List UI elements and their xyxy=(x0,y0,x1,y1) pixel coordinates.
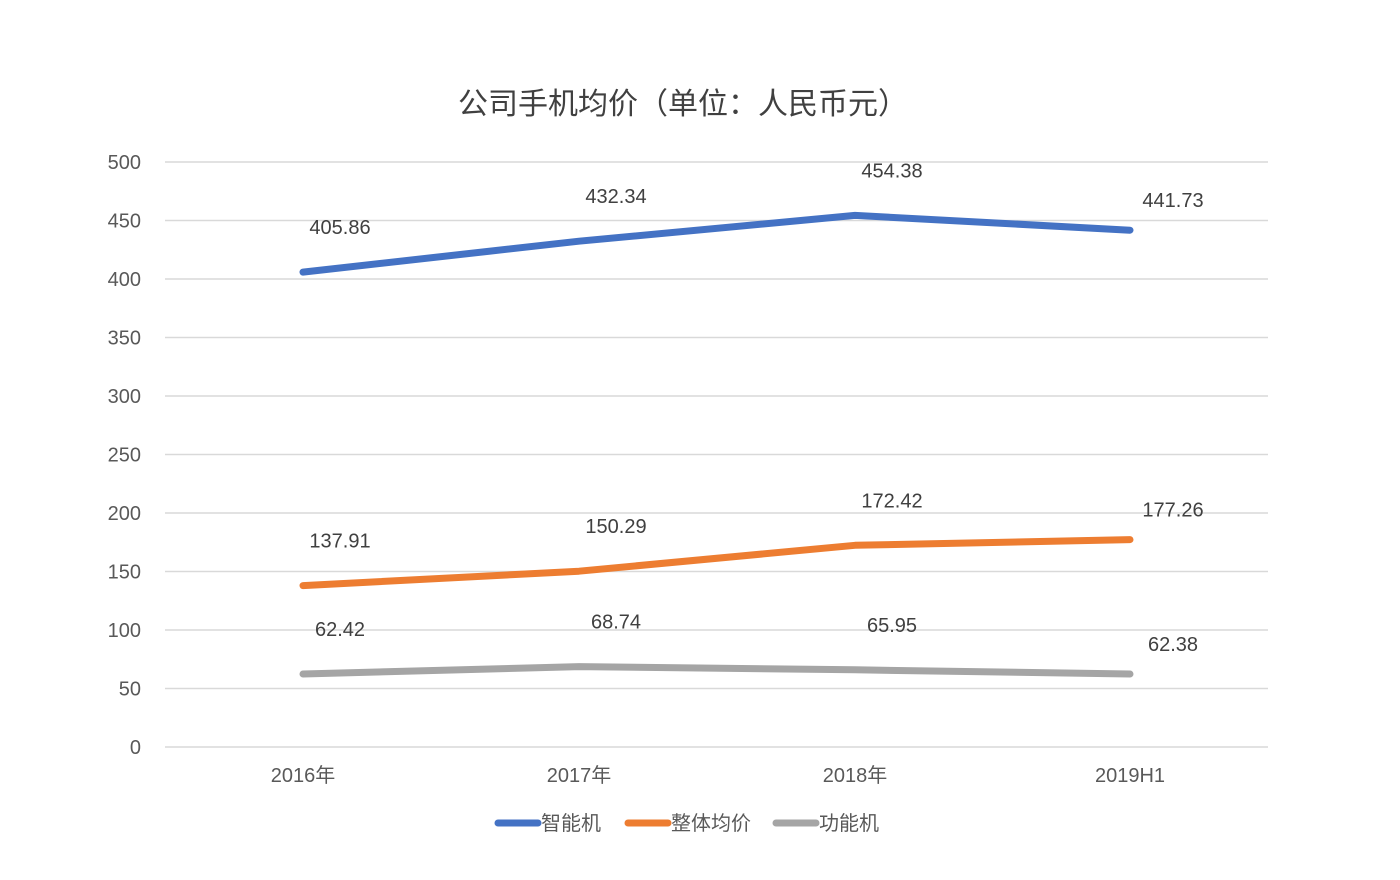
data-label: 441.73 xyxy=(1142,190,1203,212)
y-tick-label: 400 xyxy=(108,269,141,291)
y-axis-ticks: 0 50 100 150 200 250 300 350 400 450 500 xyxy=(108,152,141,759)
y-tick-label: 300 xyxy=(108,386,141,408)
x-tick-label: 2019H1 xyxy=(1095,765,1165,787)
y-tick-label: 100 xyxy=(108,620,141,642)
data-label: 62.42 xyxy=(315,619,365,641)
y-tick-label: 250 xyxy=(108,445,141,467)
x-tick-label: 2017年 xyxy=(547,764,612,787)
legend-label: 智能机 xyxy=(541,811,601,835)
data-label: 172.42 xyxy=(861,490,922,512)
y-tick-label: 150 xyxy=(108,562,141,584)
series-lines xyxy=(299,211,1134,678)
data-label: 150.29 xyxy=(585,516,646,538)
y-tick-label: 0 xyxy=(130,737,141,759)
x-axis-ticks: 2016年 2017年 2018年 2019H1 xyxy=(271,764,1165,787)
x-tick-label: 2018年 xyxy=(823,764,888,787)
y-tick-label: 50 xyxy=(119,679,141,701)
chart-title: 公司手机均价（单位：人民币元） xyxy=(458,87,908,122)
data-labels: 405.86 432.34 454.38 441.73 137.91 150.29 172.… xyxy=(309,160,1203,656)
series-line xyxy=(299,663,1134,678)
y-tick-label: 500 xyxy=(108,152,141,174)
data-label: 68.74 xyxy=(591,612,641,634)
gridlines xyxy=(165,161,1268,748)
series-line xyxy=(299,211,1134,276)
data-label: 65.95 xyxy=(867,615,917,637)
legend: 智能机 整体均价 功能机 xyxy=(494,811,879,835)
y-tick-label: 450 xyxy=(108,211,141,233)
series-line xyxy=(299,536,1134,590)
data-label: 62.38 xyxy=(1148,634,1198,656)
data-label: 432.34 xyxy=(585,186,646,208)
data-label: 137.91 xyxy=(309,531,370,553)
y-tick-label: 350 xyxy=(108,328,141,350)
y-tick-label: 200 xyxy=(108,503,141,525)
legend-label: 整体均价 xyxy=(671,811,751,835)
legend-label: 功能机 xyxy=(819,811,879,835)
data-label: 405.86 xyxy=(309,217,370,239)
x-tick-label: 2016年 xyxy=(271,764,336,787)
data-label: 177.26 xyxy=(1142,500,1203,522)
data-label: 454.38 xyxy=(861,160,922,182)
